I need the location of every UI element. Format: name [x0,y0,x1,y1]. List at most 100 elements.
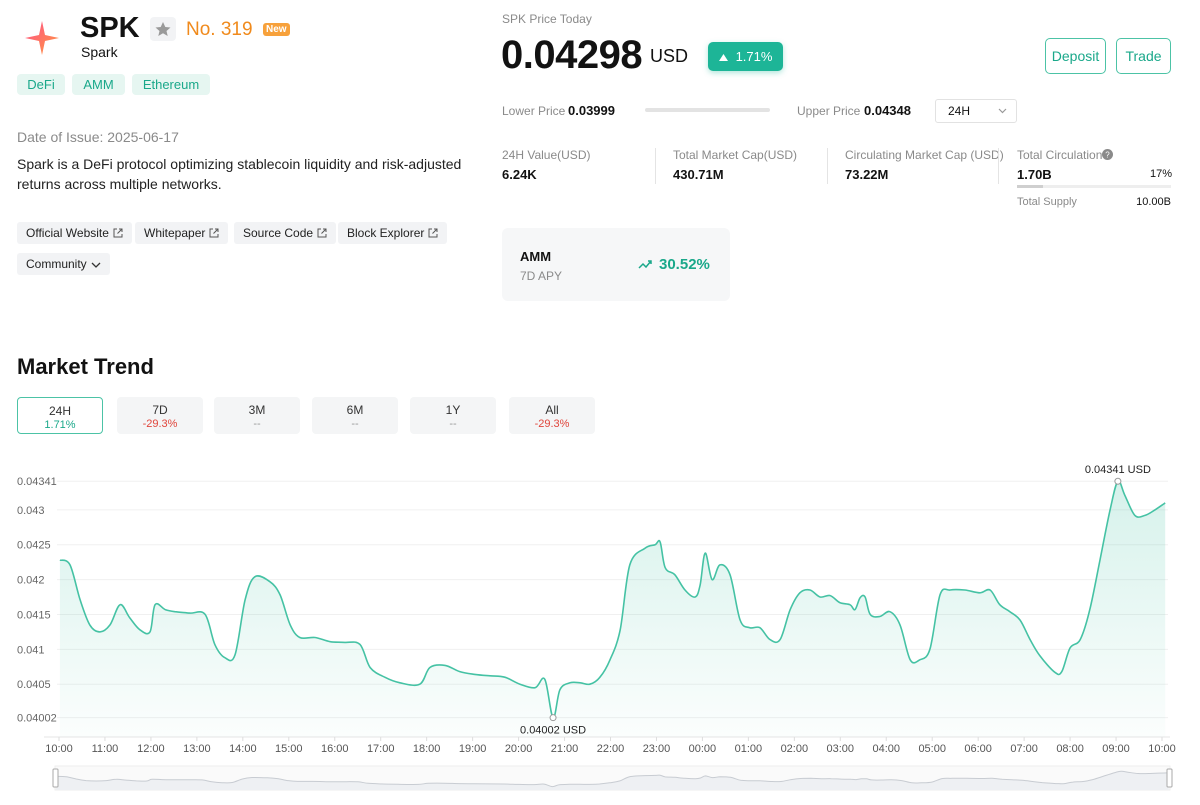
navigator-handle[interactable] [1166,768,1173,788]
circulation-fill [1017,185,1044,188]
price: 0.04298 [501,33,643,77]
upper-price: 0.04348 [864,103,911,118]
area [59,480,1166,737]
period-select[interactable]: 24H [935,99,1017,123]
apy-card: AMM 7D APY 30.52% [502,228,730,301]
x-tick-label: 14:00 [229,743,257,755]
min-label: 0.04002 USD [520,725,586,737]
new-badge: New [263,23,290,36]
max-label: 0.04341 USD [1085,464,1151,476]
x-tick-label: 05:00 [918,743,946,755]
tab-label: All [545,403,559,417]
change-pill: 1.71% [708,42,783,71]
tag[interactable]: Ethereum [132,74,210,95]
x-tick-label: 16:00 [321,743,349,755]
help-icon[interactable]: ? [1102,149,1113,160]
x-tick-label: 03:00 [827,743,855,755]
chevron [998,108,1007,114]
stat-value: 6.24K [502,167,537,182]
y-tick-label: 0.041 [17,644,45,656]
stat-label: Total Market Cap(USD) [673,148,798,162]
x-tick-label: 12:00 [137,743,165,755]
link-text: Source Code [243,226,314,240]
x-tick-label: 02:00 [781,743,809,755]
favorite-star[interactable] [150,17,176,41]
period-tab[interactable]: 7D -29.3% [117,397,203,434]
range-bar [645,108,770,112]
period-tab[interactable]: 1Y -- [410,397,496,434]
link[interactable]: Source Code [234,222,337,244]
tag[interactable]: AMM [72,74,125,95]
community-dropdown[interactable]: Community [17,253,110,275]
period-tab[interactable]: 3M -- [214,397,300,434]
y-tick-label: 0.04341 [17,476,57,488]
circulation-percent: 17% [1150,168,1173,180]
stat-value: 430.71M [673,167,724,182]
supply-label: Total Supply [1017,196,1077,208]
tab-label: 6M [346,403,364,417]
period-tab[interactable]: 6M -- [312,397,398,434]
change-text: 1.71% [735,49,773,64]
x-tick-label: 09:00 [1102,743,1130,755]
deposit-button[interactable]: Deposit [1045,38,1106,74]
external-icon [428,228,438,238]
chevron [91,262,101,268]
apy-label: AMM [520,249,552,264]
lower-price: 0.03999 [568,103,615,118]
apy-sub: 7D APY [520,269,563,283]
navigator-line [55,770,1169,788]
section-title: Market Trend [17,354,154,379]
link[interactable]: Official Website [17,222,132,244]
tab-change: -- [449,418,457,430]
separator [998,148,999,184]
coin-name: Spark [81,44,118,60]
trade-button[interactable]: Trade [1116,38,1171,74]
navigator-handle[interactable] [52,768,59,788]
lower-label: Lower Price [502,104,566,118]
issue-date: Date of Issue: 2025-06-17 [17,129,179,145]
link[interactable]: Whitepaper [135,222,229,244]
x-tick-label: 22:00 [597,743,625,755]
y-tick-label: 0.0415 [17,609,51,621]
x-tick-label: 11:00 [92,743,119,755]
x-tick-label: 06:00 [964,743,992,755]
external-icon [317,228,327,238]
external-icon [113,228,123,238]
tab-change: -- [253,418,261,430]
circulation-track [1017,185,1171,188]
apy-value: 30.52% [659,256,710,273]
y-tick-label: 0.04002 [17,713,57,725]
x-tick-label: 10:00 [45,743,73,755]
external-icon [209,228,219,238]
y-tick-label: 0.0425 [17,540,51,552]
svg-text:?: ? [1105,151,1110,160]
link[interactable]: Block Explorer [338,222,448,244]
x-tick-label: 00:00 [689,743,717,755]
link-text: Block Explorer [347,226,425,240]
price-label: SPK Price Today [502,12,592,26]
period-tab[interactable]: All -29.3% [509,397,595,434]
stat-label: 24H Value(USD) [502,148,591,162]
stat-value: 73.22M [845,167,889,182]
y-tick-label: 0.042 [17,575,45,587]
tab-label: 3M [248,403,266,417]
separator [655,148,656,184]
tag[interactable]: DeFi [17,74,65,95]
tab-change: -- [351,418,359,430]
stat-label: Circulating Market Cap (USD) [845,148,1004,162]
x-tick-label: 04:00 [872,743,900,755]
x-tick-label: 13:00 [183,743,211,755]
tab-change: -29.3% [534,418,570,430]
logo [25,21,59,55]
y-tick-label: 0.0405 [17,679,51,691]
stat-value: 1.70B [1017,167,1052,182]
rank: No. 319 [186,19,253,40]
x-tick-label: 08:00 [1056,743,1084,755]
x-tick-label: 17:00 [367,743,395,755]
period-tab[interactable]: 24H 1.71% [17,397,103,434]
description: Spark is a DeFi protocol optimizing stab… [17,156,462,192]
x-tick-label: 07:00 [1010,743,1038,755]
upper-label: Upper Price [797,104,861,118]
